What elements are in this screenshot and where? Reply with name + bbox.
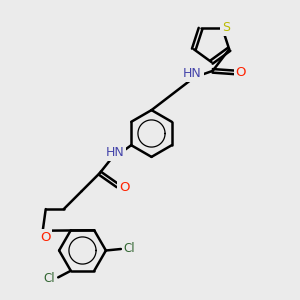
Text: Cl: Cl — [44, 272, 55, 285]
Text: HN: HN — [183, 67, 202, 80]
Text: O: O — [236, 66, 246, 79]
Text: HN: HN — [105, 146, 124, 159]
Text: O: O — [40, 231, 50, 244]
Text: Cl: Cl — [124, 242, 135, 256]
Text: S: S — [222, 21, 230, 34]
Text: O: O — [119, 181, 130, 194]
